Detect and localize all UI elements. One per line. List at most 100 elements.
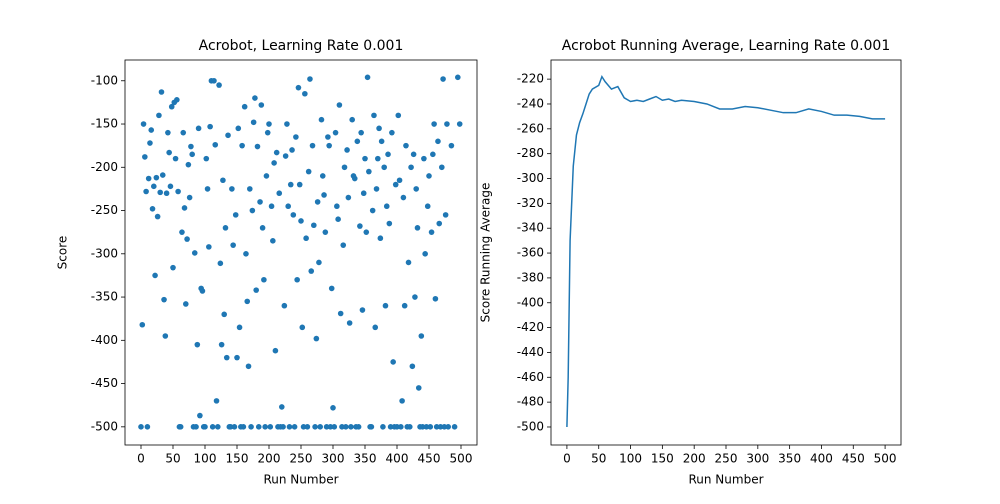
data-point: [272, 347, 279, 354]
y-tick-label: -400: [91, 333, 118, 347]
data-point: [403, 142, 409, 149]
data-point: [202, 424, 208, 430]
y-tick-label: -350: [91, 290, 118, 304]
data-point: [199, 288, 206, 294]
data-point: [258, 102, 265, 108]
data-point: [279, 404, 285, 410]
y-tick-label: -100: [91, 73, 118, 87]
data-point: [241, 103, 248, 110]
data-point: [316, 259, 322, 266]
data-point: [298, 218, 304, 224]
data-point: [211, 77, 217, 84]
x-tick-label: 450: [842, 452, 865, 466]
data-point: [377, 235, 384, 242]
data-point: [307, 76, 313, 82]
x-tick-label: 400: [810, 452, 833, 466]
y-tick-label: -260: [517, 121, 544, 135]
data-point: [346, 320, 353, 326]
data-point: [335, 216, 341, 222]
data-point: [427, 424, 434, 430]
data-point: [194, 341, 201, 348]
data-point: [191, 250, 198, 256]
y-tick-label: -480: [517, 395, 544, 409]
x-tick-label: 450: [418, 452, 441, 466]
x-tick-label: 200: [683, 452, 706, 466]
y-tick-label: -440: [517, 345, 544, 359]
data-point: [235, 125, 242, 132]
x-tick-label: 0: [137, 452, 145, 466]
data-point: [326, 142, 332, 149]
data-point: [431, 121, 437, 127]
data-point: [319, 173, 326, 179]
y-tick-label: -500: [91, 419, 118, 433]
x-tick-label: 350: [778, 452, 801, 466]
data-point: [330, 404, 336, 411]
y-tick-label: -450: [91, 376, 118, 390]
data-point: [183, 301, 189, 307]
data-point: [216, 82, 222, 88]
data-point: [218, 341, 225, 348]
data-point: [266, 121, 272, 127]
data-point: [344, 147, 350, 153]
data-point: [357, 223, 363, 229]
data-point: [327, 424, 334, 430]
x-tick-label: 50: [165, 452, 180, 466]
data-point: [430, 151, 436, 158]
data-point: [321, 192, 327, 198]
data-point: [230, 242, 236, 248]
data-point: [389, 129, 395, 136]
x-tick-label: 500: [450, 452, 473, 466]
y-tick-label: -340: [517, 221, 544, 235]
data-point: [435, 138, 441, 145]
data-point: [422, 250, 428, 257]
data-point: [249, 207, 256, 214]
data-point: [142, 154, 148, 160]
data-line: [566, 74, 886, 428]
x-tick-label: 350: [354, 452, 377, 466]
data-point: [439, 164, 445, 171]
y-tick-label: -300: [517, 171, 544, 185]
x-tick-label: 250: [290, 452, 313, 466]
data-point: [428, 229, 435, 235]
data-point: [415, 385, 422, 391]
data-point: [207, 123, 213, 130]
data-point: [376, 125, 382, 132]
data-point: [172, 155, 179, 162]
data-point: [436, 220, 443, 227]
data-point: [177, 424, 184, 430]
data-point: [318, 116, 325, 123]
y-tick-label: -240: [517, 96, 544, 110]
chart-title: Acrobot, Learning Rate 0.001: [199, 38, 404, 54]
data-point: [197, 412, 203, 419]
data-point: [140, 121, 147, 127]
data-point: [442, 212, 449, 218]
data-point: [281, 302, 288, 309]
data-point: [170, 264, 176, 271]
data-point: [166, 149, 172, 156]
y-tick-label: -500: [517, 419, 544, 433]
data-point: [236, 324, 243, 331]
data-point: [255, 424, 262, 430]
data-point: [419, 424, 426, 430]
data-point: [343, 424, 349, 430]
x-tick-label: 50: [591, 452, 606, 466]
data-point: [195, 125, 202, 132]
data-point: [394, 424, 400, 430]
x-tick-label: 300: [322, 452, 345, 466]
data-point: [308, 268, 315, 274]
data-point: [152, 272, 158, 279]
data-point: [263, 173, 270, 179]
data-point: [156, 112, 162, 119]
data-point: [143, 188, 149, 195]
data-point: [382, 302, 389, 309]
data-point: [221, 311, 227, 318]
data-point: [180, 129, 187, 136]
data-point: [223, 354, 230, 361]
data-point: [312, 424, 318, 430]
data-point: [144, 424, 151, 430]
data-point: [245, 363, 252, 370]
data-point: [375, 155, 381, 162]
data-point: [373, 186, 380, 192]
data-point: [161, 296, 167, 303]
